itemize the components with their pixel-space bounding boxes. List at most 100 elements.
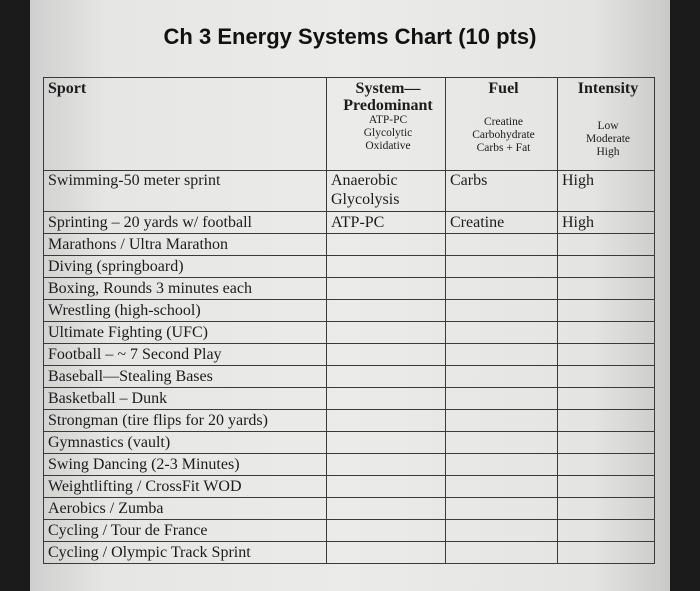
- fuel-cell[interactable]: [445, 475, 558, 498]
- table-header-row: Sport System— Predominant ATP-PC Glycoly…: [43, 77, 655, 171]
- fuel-cell[interactable]: Carbs: [445, 170, 558, 212]
- system-cell[interactable]: [326, 233, 446, 256]
- fuel-cell[interactable]: [445, 453, 558, 476]
- intensity-header: Intensity Low Moderate High: [557, 77, 655, 171]
- sport-cell: Marathons / Ultra Marathon: [43, 233, 327, 256]
- fuel-cell[interactable]: [445, 409, 558, 432]
- fuel-cell[interactable]: Creatine: [445, 211, 558, 234]
- table-row: Swing Dancing (2-3 Minutes): [43, 453, 655, 476]
- system-cell[interactable]: [326, 343, 446, 366]
- intensity-cell[interactable]: [557, 453, 655, 476]
- fuel-cell[interactable]: [445, 365, 558, 388]
- sport-cell: Swing Dancing (2-3 Minutes): [43, 453, 327, 476]
- intensity-cell[interactable]: [557, 497, 655, 520]
- intensity-cell[interactable]: [557, 277, 655, 300]
- page-title: Ch 3 Energy Systems Chart (10 pts): [163, 24, 537, 49]
- fuel-header: Fuel Creatine Carbohydrate Carbs + Fat: [445, 77, 558, 171]
- fuel-cell[interactable]: [445, 497, 558, 520]
- fuel-cell[interactable]: [445, 255, 558, 278]
- fuel-option: Creatine: [484, 116, 523, 128]
- system-cell[interactable]: [326, 475, 446, 498]
- table-row: Cycling / Olympic Track Sprint: [43, 541, 655, 564]
- intensity-header-label: Intensity: [577, 80, 639, 97]
- table-row: Baseball—Stealing Bases: [43, 365, 655, 388]
- sport-cell: Weightlifting / CrossFit WOD: [43, 475, 327, 498]
- system-cell[interactable]: [326, 299, 446, 322]
- intensity-cell[interactable]: [557, 409, 655, 432]
- system-cell[interactable]: [326, 519, 446, 542]
- table-row: Marathons / Ultra Marathon: [43, 233, 655, 256]
- system-cell[interactable]: [326, 365, 446, 388]
- system-cell[interactable]: [326, 453, 446, 476]
- sport-cell: Gymnastics (vault): [43, 431, 327, 454]
- fuel-cell[interactable]: [445, 299, 558, 322]
- table-row: Cycling / Tour de France: [43, 519, 655, 542]
- intensity-cell[interactable]: [557, 255, 655, 278]
- sport-cell: Football – ~ 7 Second Play: [43, 343, 327, 366]
- intensity-cell[interactable]: [557, 343, 655, 366]
- sport-cell: Cycling / Olympic Track Sprint: [43, 541, 327, 564]
- table-row: Aerobics / Zumba: [43, 497, 655, 520]
- sport-cell: Basketball – Dunk: [43, 387, 327, 410]
- system-header: System— Predominant ATP-PC Glycolytic Ox…: [326, 77, 446, 171]
- sport-cell: Aerobics / Zumba: [43, 497, 327, 520]
- system-cell[interactable]: [326, 497, 446, 520]
- intensity-cell[interactable]: High: [557, 170, 655, 212]
- energy-systems-table: Sport System— Predominant ATP-PC Glycoly…: [43, 77, 655, 564]
- fuel-cell[interactable]: [445, 343, 558, 366]
- sport-cell: Diving (springboard): [43, 255, 327, 278]
- intensity-cell[interactable]: [557, 299, 655, 322]
- system-cell[interactable]: [326, 321, 446, 344]
- fuel-cell[interactable]: [445, 431, 558, 454]
- table-row: Diving (springboard): [43, 255, 655, 278]
- fuel-cell[interactable]: [445, 519, 558, 542]
- system-cell[interactable]: [326, 387, 446, 410]
- system-cell[interactable]: [326, 431, 446, 454]
- intensity-cell[interactable]: [557, 541, 655, 564]
- system-header-line2: Predominant: [343, 97, 433, 114]
- fuel-header-label: Fuel: [488, 80, 519, 97]
- intensity-cell[interactable]: [557, 365, 655, 388]
- sport-cell: Baseball—Stealing Bases: [43, 365, 327, 388]
- table-row: Ultimate Fighting (UFC): [43, 321, 655, 344]
- intensity-option: Low: [597, 120, 619, 132]
- fuel-option: Carbs + Fat: [476, 142, 531, 154]
- table-row: Wrestling (high-school): [43, 299, 655, 322]
- intensity-cell[interactable]: [557, 431, 655, 454]
- table-row: Football – ~ 7 Second Play: [43, 343, 655, 366]
- fuel-cell[interactable]: [445, 541, 558, 564]
- table-row: Swimming-50 meter sprint Anaerobic Glyco…: [43, 170, 655, 212]
- table-row: Gymnastics (vault): [43, 431, 655, 454]
- system-cell[interactable]: Anaerobic Glycolysis: [326, 170, 446, 212]
- intensity-cell[interactable]: [557, 321, 655, 344]
- table-row: Basketball – Dunk: [43, 387, 655, 410]
- sport-cell: Strongman (tire flips for 20 yards): [43, 409, 327, 432]
- sport-cell: Boxing, Rounds 3 minutes each: [43, 277, 327, 300]
- sport-cell: Swimming-50 meter sprint: [43, 170, 327, 212]
- sport-cell: Wrestling (high-school): [43, 299, 327, 322]
- intensity-cell[interactable]: [557, 387, 655, 410]
- system-cell[interactable]: [326, 409, 446, 432]
- system-cell[interactable]: [326, 277, 446, 300]
- sport-header: Sport: [43, 77, 327, 171]
- system-cell[interactable]: [326, 255, 446, 278]
- system-option: ATP-PC: [368, 114, 408, 126]
- fuel-cell[interactable]: [445, 277, 558, 300]
- system-option: Oxidative: [365, 140, 411, 152]
- sport-cell: Ultimate Fighting (UFC): [43, 321, 327, 344]
- system-cell[interactable]: [326, 541, 446, 564]
- sport-cell: Sprinting – 20 yards w/ football: [43, 211, 327, 234]
- intensity-cell[interactable]: High: [557, 211, 655, 234]
- sport-cell: Cycling / Tour de France: [43, 519, 327, 542]
- intensity-cell[interactable]: [557, 475, 655, 498]
- fuel-cell[interactable]: [445, 321, 558, 344]
- table-row: Strongman (tire flips for 20 yards): [43, 409, 655, 432]
- intensity-cell[interactable]: [557, 233, 655, 256]
- system-header-line1: System—: [355, 80, 421, 97]
- fuel-cell[interactable]: [445, 387, 558, 410]
- system-cell[interactable]: ATP-PC: [326, 211, 446, 234]
- fuel-cell[interactable]: [445, 233, 558, 256]
- intensity-cell[interactable]: [557, 519, 655, 542]
- table-row: Boxing, Rounds 3 minutes each: [43, 277, 655, 300]
- intensity-option: Moderate: [585, 133, 631, 145]
